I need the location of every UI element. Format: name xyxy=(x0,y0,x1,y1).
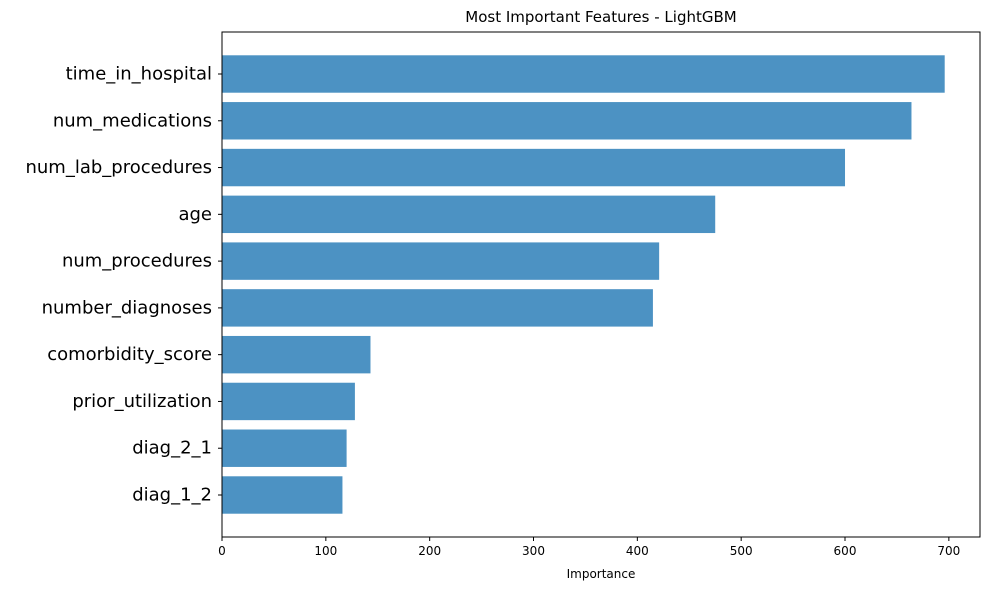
y-tick-label: diag_1_2 xyxy=(132,485,212,506)
x-tick-label: 200 xyxy=(418,544,441,558)
bar-time-in-hospital xyxy=(222,55,945,93)
y-tick-label: comorbidity_score xyxy=(47,344,212,365)
y-tick-label: diag_2_1 xyxy=(132,438,212,459)
y-tick-labels: time_in_hospital num_medications num_lab_p… xyxy=(25,64,222,506)
bar-num-procedures xyxy=(222,242,660,280)
bar-comorbidity-score xyxy=(222,335,371,374)
x-tick-label: 500 xyxy=(730,544,753,558)
x-tick-label: 0 xyxy=(218,544,226,558)
x-tick-label: 300 xyxy=(522,544,545,558)
bar-num-medications xyxy=(222,102,912,140)
bar-prior-utilization xyxy=(222,382,355,421)
bar-num-lab-procedures xyxy=(222,148,846,187)
plot-frame xyxy=(221,31,981,538)
bar-diag-2-1 xyxy=(222,429,347,467)
bar-diag-1-2 xyxy=(222,476,343,514)
x-tick-label: 400 xyxy=(626,544,649,558)
y-tick-label: number_diagnoses xyxy=(42,297,212,318)
bars xyxy=(222,55,945,514)
y-tick-label: prior_utilization xyxy=(72,391,212,412)
y-tick-label: time_in_hospital xyxy=(66,64,212,85)
x-tick-label: 600 xyxy=(834,544,857,558)
bar-number-diagnoses xyxy=(222,289,653,327)
bar-age xyxy=(222,195,716,234)
x-tick-label: 100 xyxy=(314,544,337,558)
y-tick-label: num_medications xyxy=(53,110,212,131)
y-tick-label: num_lab_procedures xyxy=(25,157,212,178)
chart-title: Most Important Features - LightGBM xyxy=(465,8,736,26)
y-tick-label: num_procedures xyxy=(62,251,212,272)
x-ticks: 0 100 200 300 400 500 600 700 xyxy=(218,537,960,558)
x-axis-title: Importance xyxy=(567,567,636,581)
x-tick-label: 700 xyxy=(937,544,960,558)
y-tick-label: age xyxy=(178,204,212,225)
